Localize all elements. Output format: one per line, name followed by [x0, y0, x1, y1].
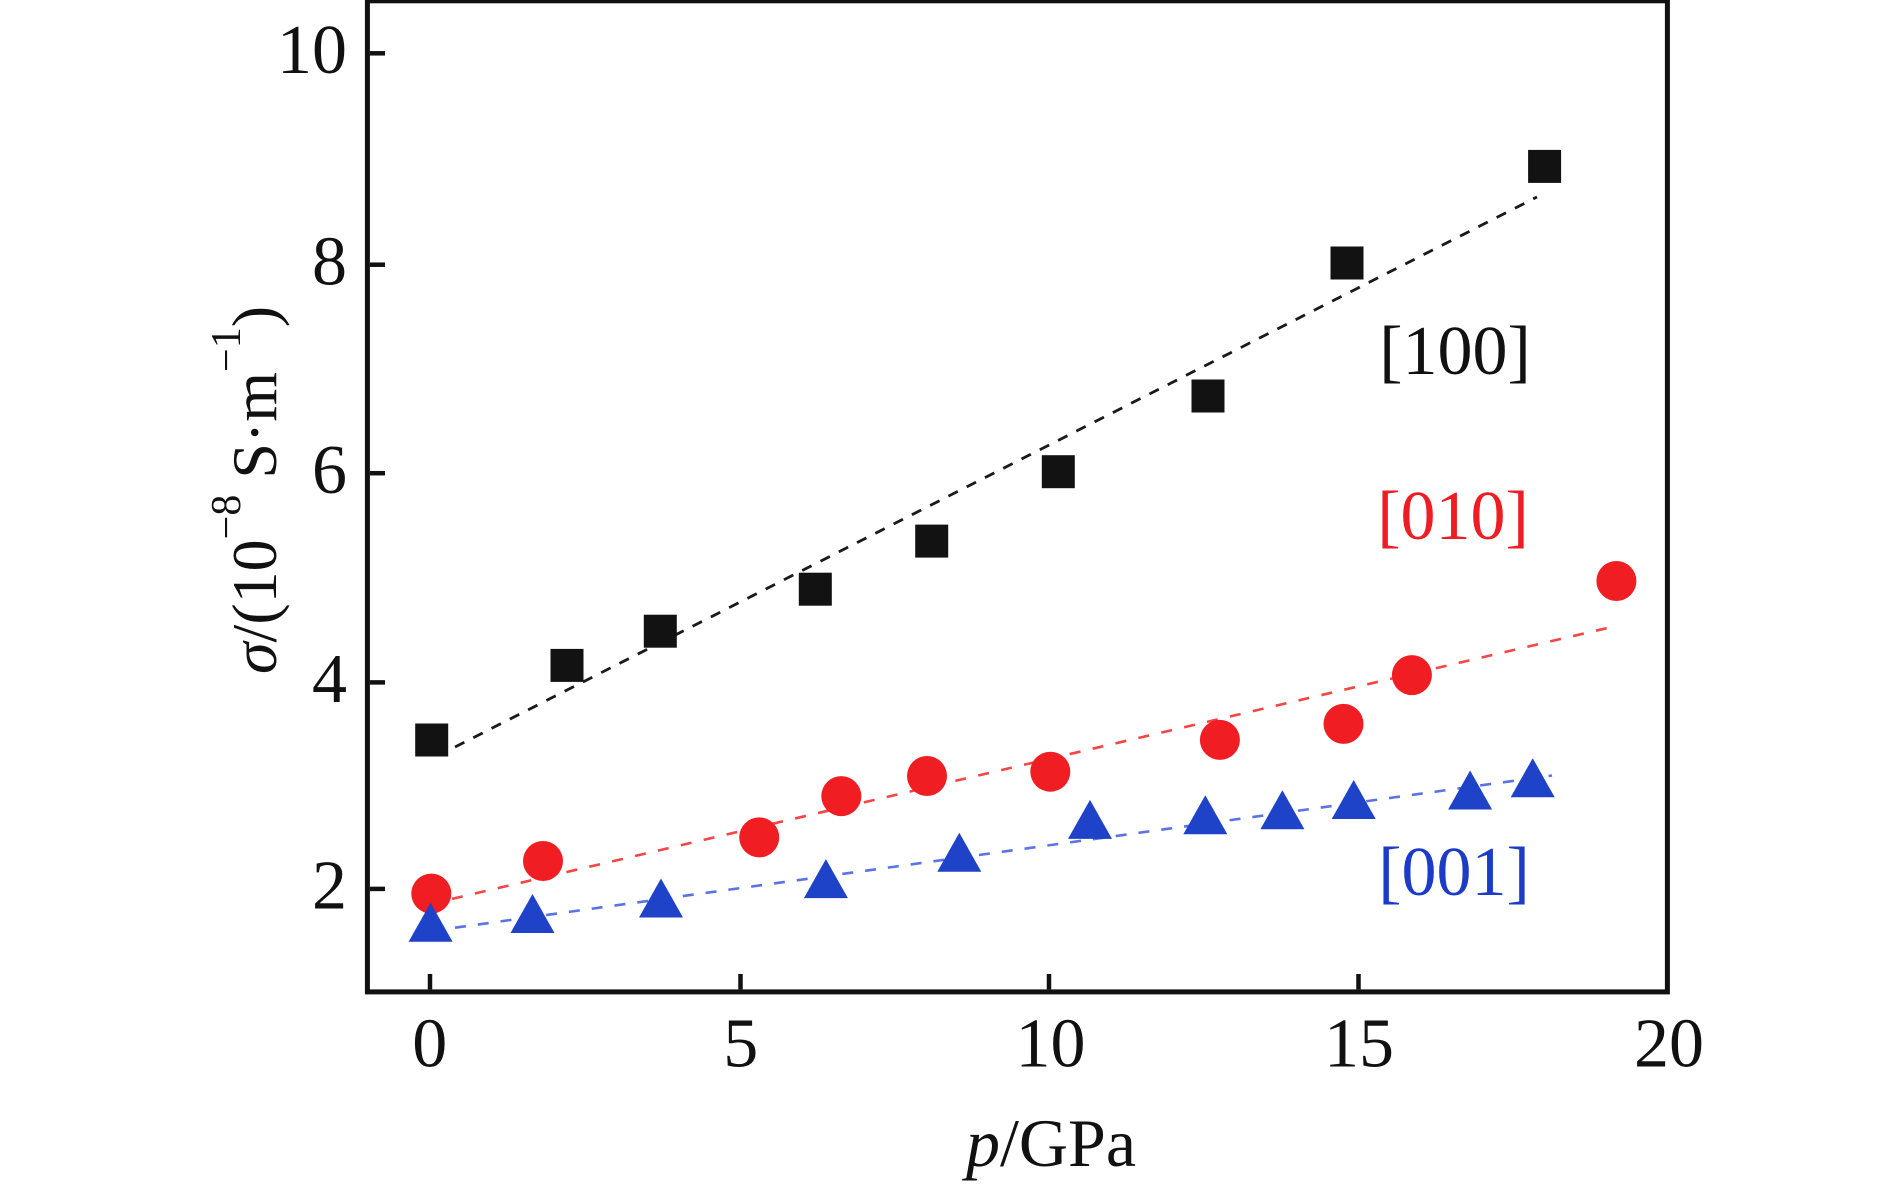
- svg-text:4: 4: [312, 641, 347, 718]
- svg-text:p/GPa: p/GPa: [962, 1105, 1136, 1181]
- svg-text:[100]: [100]: [1379, 313, 1531, 390]
- svg-text:10: 10: [1016, 1006, 1086, 1083]
- svg-text:20: 20: [1634, 1006, 1704, 1083]
- svg-text:0: 0: [412, 1006, 447, 1083]
- svg-text:2: 2: [312, 848, 347, 925]
- svg-text:6: 6: [312, 432, 347, 509]
- svg-text:8: 8: [312, 223, 347, 300]
- svg-text:5: 5: [723, 1006, 758, 1083]
- svg-text:10: 10: [277, 12, 347, 89]
- svg-text:σ/(10−8 S·m−1): σ/(10−8 S·m−1): [204, 306, 290, 674]
- svg-text:[010]: [010]: [1377, 478, 1529, 555]
- svg-text:[001]: [001]: [1378, 834, 1530, 911]
- svg-text:15: 15: [1324, 1006, 1394, 1083]
